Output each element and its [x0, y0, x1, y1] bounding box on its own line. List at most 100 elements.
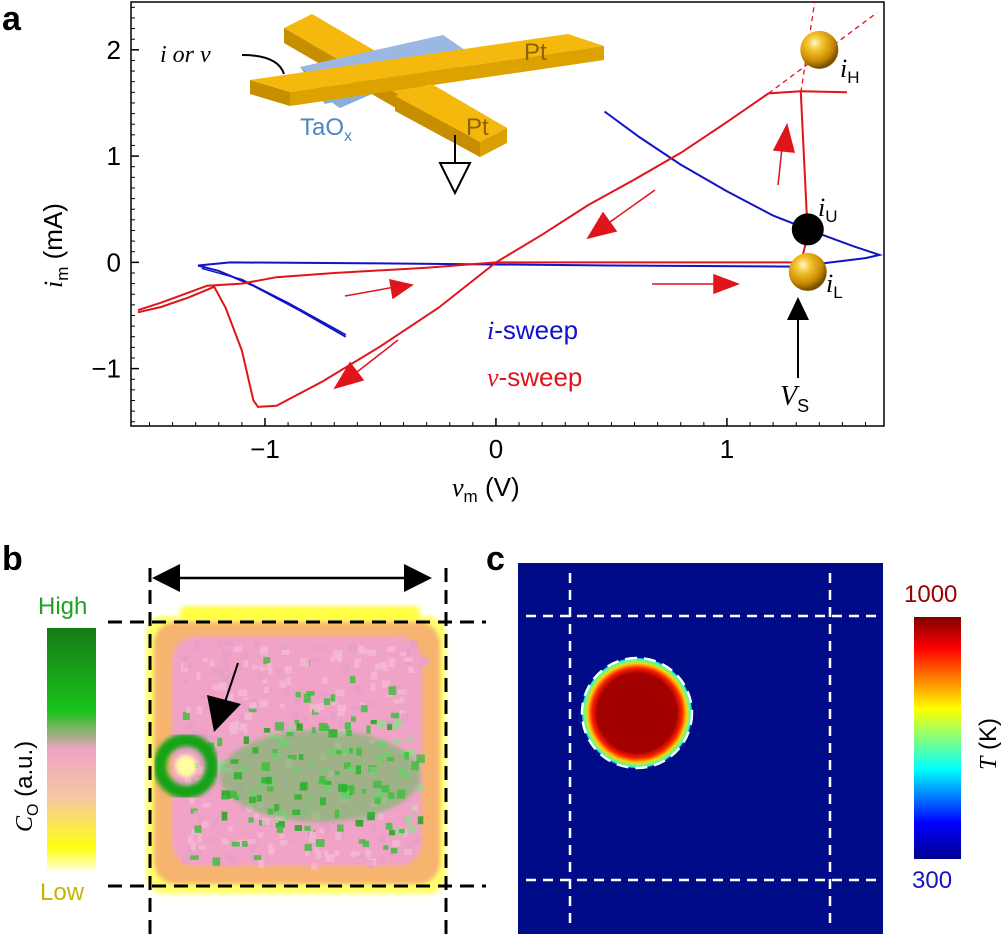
- inset-bottom-pt: Pt: [466, 114, 489, 141]
- map-speckle: [200, 731, 208, 741]
- map-speckle: [367, 649, 377, 656]
- map-speckle: [264, 687, 270, 693]
- map-speckle: [385, 822, 393, 830]
- axis-ticks-a: −1 0 1 −1 0 1 2: [91, 6, 867, 464]
- map-speckle: [318, 717, 326, 724]
- map-speckle: [201, 821, 209, 828]
- map-speckle: [258, 859, 265, 869]
- map-speckle: [239, 723, 247, 731]
- map-speckle: [183, 663, 192, 668]
- marker-label-iH: iH: [840, 54, 860, 87]
- map-speckle: [287, 726, 297, 731]
- map-speckle: [354, 851, 361, 856]
- map-speckle: [333, 850, 340, 857]
- map-speckle: [374, 663, 380, 671]
- map-speckle: [315, 839, 325, 847]
- map-speckle: [318, 723, 328, 731]
- vs-label: VS: [780, 381, 809, 416]
- map-speckle: [296, 723, 303, 731]
- map-speckle: [390, 712, 400, 719]
- panel-a: a −1 0 1 −1 0 1 2 vm (V) im (mA): [2, 0, 885, 506]
- map-guides-b: [108, 568, 486, 934]
- hot-spot-outline: [580, 656, 694, 770]
- map-speckle: [349, 643, 354, 651]
- legend-v-sweep: v-sweep: [487, 362, 582, 392]
- map-speckle: [404, 659, 413, 666]
- map-speckle: [294, 825, 303, 831]
- map-speckle: [349, 675, 356, 684]
- map-speckle: [376, 720, 386, 729]
- map-speckle: [217, 641, 223, 648]
- map-speckle: [323, 698, 333, 705]
- map-speckle: [283, 686, 290, 695]
- y-tick-label: 1: [107, 141, 121, 171]
- map-speckle: [180, 744, 188, 753]
- map-speckle: [388, 658, 396, 668]
- map-speckle: [251, 842, 258, 848]
- map-speckle: [336, 657, 343, 663]
- series-i-sweep-return: [201, 266, 347, 336]
- filament-core: [175, 755, 197, 777]
- map-speckle: [303, 715, 308, 724]
- map-speckle: [212, 818, 219, 826]
- map-speckle: [379, 661, 387, 669]
- map-speckle: [309, 703, 314, 712]
- map-speckle: [236, 839, 245, 847]
- map-speckle: [211, 667, 219, 675]
- map-speckle: [337, 704, 347, 712]
- map-speckle: [219, 759, 226, 768]
- x-axis-label-a: vm (V): [452, 472, 520, 506]
- map-speckle: [415, 836, 421, 844]
- map-speckle: [324, 850, 329, 858]
- map-speckle: [406, 842, 415, 849]
- map-speckle: [227, 826, 233, 832]
- map-speckle: [194, 825, 202, 833]
- map-speckle: [417, 664, 422, 669]
- colorbar-high-label: High: [38, 593, 87, 620]
- map-speckle: [276, 824, 284, 833]
- map-speckle: [393, 698, 402, 704]
- map-speckle: [330, 655, 335, 663]
- map-speckle: [416, 754, 425, 763]
- map-speckle: [274, 669, 283, 674]
- map-speckle: [182, 712, 190, 720]
- map-speckle: [279, 840, 289, 846]
- map-speckle: [382, 680, 390, 688]
- map-speckle: [370, 700, 378, 707]
- direction-arrow: [333, 339, 399, 390]
- map-speckle: [355, 658, 361, 663]
- map-speckle: [407, 750, 415, 757]
- map-speckle: [209, 660, 215, 667]
- width-arrow: [152, 564, 432, 592]
- map-speckle: [370, 720, 377, 725]
- marker-label-iL: iL: [826, 269, 843, 302]
- map-speckle: [419, 656, 429, 666]
- map-speckle: [186, 782, 191, 788]
- map-speckle: [184, 773, 191, 782]
- map-speckle: [197, 833, 202, 843]
- map-speckle: [329, 711, 337, 720]
- map-speckle: [253, 641, 261, 649]
- device-inset: i or v Pt Pt TaOx: [160, 14, 604, 196]
- map-speckle: [244, 712, 253, 721]
- colorbar-title-c: T (K): [975, 718, 1002, 770]
- map-speckle: [295, 691, 301, 698]
- map-speckle: [221, 838, 230, 845]
- map-speckle: [337, 824, 344, 833]
- map-speckle: [243, 729, 248, 734]
- map-speckle: [212, 684, 220, 690]
- map-speckle: [399, 829, 405, 834]
- map-speckle: [344, 663, 351, 672]
- map-speckle: [320, 691, 329, 698]
- inset-oxide-label: TaOx: [300, 114, 352, 145]
- map-speckle: [314, 704, 320, 713]
- map-speckle: [190, 855, 199, 860]
- map-speckle: [239, 653, 248, 660]
- marker-label-iU: iU: [818, 193, 838, 226]
- map-speckle: [389, 646, 396, 652]
- map-speckle: [378, 835, 386, 844]
- map-speckle: [225, 692, 234, 701]
- map-speckle: [259, 666, 266, 675]
- x-tick-label: −1: [250, 434, 280, 464]
